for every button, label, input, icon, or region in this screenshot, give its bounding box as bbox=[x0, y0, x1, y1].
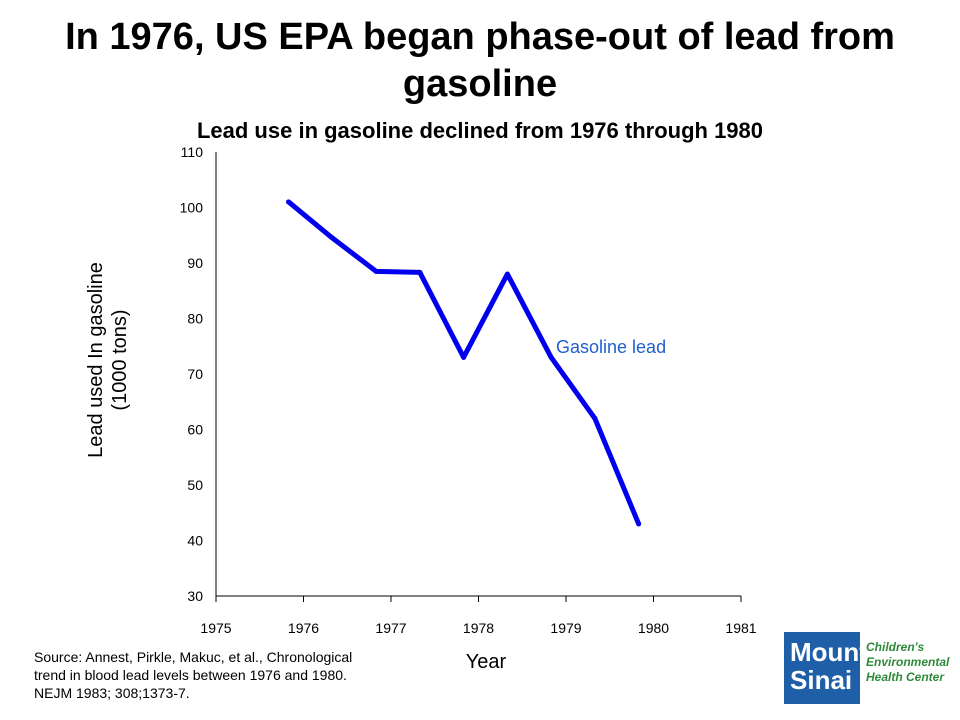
y-axis-label-line2: (1000 tons) bbox=[109, 309, 131, 411]
x-tick-label: 1978 bbox=[463, 620, 494, 636]
mount-sinai-logo: Mount Sinai Children's Environmental Hea… bbox=[784, 632, 949, 704]
data-point bbox=[329, 235, 335, 241]
x-tick-label: 1979 bbox=[550, 620, 581, 636]
x-tick-label: 1981 bbox=[725, 620, 756, 636]
x-tick-label: 1976 bbox=[288, 620, 319, 636]
y-tick-label: 40 bbox=[187, 533, 203, 549]
source-line-2: trend in blood lead levels between 1976 … bbox=[34, 667, 347, 683]
x-tick-label: 1975 bbox=[200, 620, 231, 636]
y-tick-label: 90 bbox=[187, 255, 203, 271]
data-point bbox=[592, 415, 598, 421]
logo-mark: Mount Sinai bbox=[784, 632, 868, 704]
y-tick-label: 100 bbox=[180, 200, 204, 216]
page-title: In 1976, US EPA began phase-out of lead … bbox=[0, 14, 960, 108]
y-axis-label: Lead used In gasoline (1000 tons) bbox=[84, 262, 132, 458]
source-line-1: Source: Annest, Pirkle, Makuc, et al., C… bbox=[34, 649, 353, 665]
logo-tag-3: Health Center bbox=[866, 670, 945, 684]
data-point bbox=[373, 268, 379, 274]
series-label: Gasoline lead bbox=[556, 337, 666, 357]
x-tick-label: 1980 bbox=[638, 620, 669, 636]
logo-tag-2: Environmental bbox=[866, 655, 950, 669]
data-point bbox=[417, 269, 423, 275]
y-tick-label: 60 bbox=[187, 422, 203, 438]
source-citation: Source: Annest, Pirkle, Makuc, et al., C… bbox=[34, 648, 434, 702]
logo-tag-1: Children's bbox=[866, 640, 925, 654]
y-tick-label: 70 bbox=[187, 366, 203, 382]
logo-line-2: Sinai bbox=[790, 665, 853, 695]
page-title-text: In 1976, US EPA began phase-out of lead … bbox=[65, 16, 895, 105]
data-point bbox=[286, 199, 292, 205]
data-point bbox=[548, 354, 554, 360]
logo-tagline: Children's Environmental Health Center bbox=[860, 632, 949, 704]
data-point bbox=[636, 521, 642, 527]
y-tick-label: 50 bbox=[187, 477, 203, 493]
data-point bbox=[461, 354, 467, 360]
x-axis-label: Year bbox=[465, 651, 507, 673]
logo-line-1: Mount bbox=[790, 637, 868, 667]
source-line-3: NEJM 1983; 308;1373-7. bbox=[34, 685, 190, 701]
x-tick-label: 1977 bbox=[375, 620, 406, 636]
chart-subtitle: Lead use in gasoline declined from 1976 … bbox=[196, 118, 764, 143]
y-tick-label: 30 bbox=[187, 588, 203, 604]
y-tick-label: 80 bbox=[187, 311, 203, 327]
y-tick-label: 110 bbox=[181, 144, 204, 160]
data-point bbox=[504, 271, 510, 277]
series-line-gasoline-lead bbox=[286, 199, 642, 527]
y-axis-label-line1: Lead used In gasoline bbox=[85, 262, 107, 458]
